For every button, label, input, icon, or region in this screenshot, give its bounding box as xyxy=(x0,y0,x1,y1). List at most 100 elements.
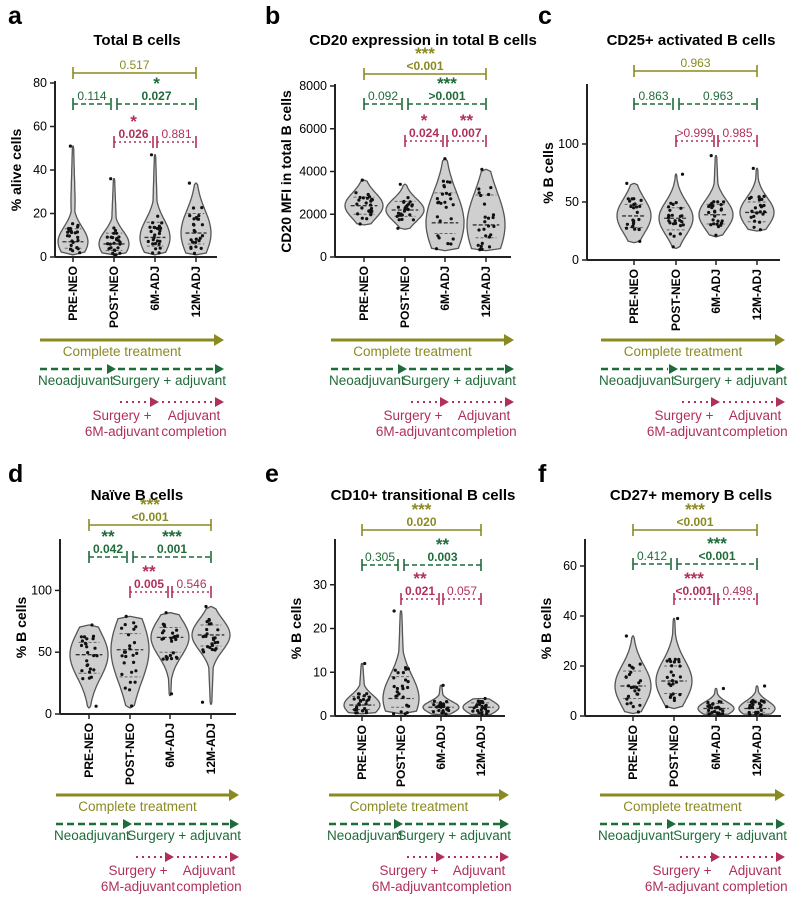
data-point xyxy=(200,206,204,210)
data-point xyxy=(440,192,445,196)
data-point xyxy=(71,222,75,226)
p-value: 0.881 xyxy=(161,127,191,141)
data-point xyxy=(80,639,84,643)
data-point xyxy=(479,193,483,198)
comparison-neo: <0.001*** xyxy=(676,534,758,570)
surgery-arrow-head xyxy=(711,852,720,862)
data-point xyxy=(216,640,220,644)
data-point xyxy=(404,667,408,671)
data-point xyxy=(395,214,399,218)
data-point xyxy=(94,704,98,708)
complete-arrow-head xyxy=(229,789,239,801)
p-value: <0.001 xyxy=(698,549,735,563)
data-point xyxy=(95,654,99,658)
data-point xyxy=(212,638,216,642)
data-point xyxy=(668,208,672,212)
surgery-adjuvant-label: Surgery + adjuvant xyxy=(673,828,787,843)
data-point xyxy=(407,704,411,708)
p-value: 0.020 xyxy=(406,515,436,529)
data-point xyxy=(400,684,404,688)
significance-stars: *** xyxy=(685,500,705,519)
y-axis-label: % B cells xyxy=(538,598,554,660)
violin-body xyxy=(344,179,384,226)
data-point xyxy=(443,157,447,161)
adjuvant-arrow-head xyxy=(505,364,514,374)
y-tick-label: 10 xyxy=(313,665,327,679)
comparison-neo: 0.412 xyxy=(632,549,672,570)
data-point xyxy=(194,237,198,241)
neoadjuvant-label: Neoadjuvant xyxy=(599,373,675,388)
data-point xyxy=(477,187,481,191)
p-value: <0.001 xyxy=(675,584,712,598)
data-point xyxy=(713,709,717,714)
data-point xyxy=(625,181,629,185)
data-point xyxy=(709,223,713,227)
data-point xyxy=(443,200,447,204)
data-point xyxy=(677,660,681,664)
data-point xyxy=(85,637,89,641)
neo-arrow-head xyxy=(669,364,678,374)
data-point xyxy=(713,706,718,710)
data-point xyxy=(216,628,220,632)
data-point xyxy=(109,177,113,181)
data-point xyxy=(635,210,639,214)
data-point xyxy=(442,184,446,188)
neoadjuvant-label: Neoadjuvant xyxy=(327,828,403,843)
data-point xyxy=(352,697,356,701)
data-point xyxy=(637,688,641,692)
data-point xyxy=(477,228,481,232)
y-tick-label: 100 xyxy=(558,137,579,151)
data-point xyxy=(475,703,479,707)
data-point xyxy=(112,226,116,230)
data-point xyxy=(439,201,443,205)
x-tick-label: 6M-ADJ xyxy=(438,266,452,311)
data-point xyxy=(146,239,150,244)
data-point xyxy=(477,191,481,195)
data-point xyxy=(360,709,365,713)
data-point xyxy=(369,203,373,207)
data-point xyxy=(757,195,761,199)
data-point xyxy=(708,712,712,716)
data-point xyxy=(480,700,484,704)
comparison-surgery: <0.001*** xyxy=(673,569,715,605)
data-point xyxy=(681,223,685,227)
p-value: 0.092 xyxy=(368,89,398,103)
data-point xyxy=(171,651,175,655)
adjuvant-completion-label: Adjuvant xyxy=(168,408,221,423)
data-point xyxy=(624,675,628,679)
violin-body xyxy=(422,684,460,716)
y-tick-label: 2000 xyxy=(299,207,327,221)
y-axis-label: % B cells xyxy=(540,142,556,204)
data-point xyxy=(106,242,110,246)
data-point xyxy=(398,182,402,186)
data-point xyxy=(707,708,711,713)
data-point xyxy=(486,224,491,228)
data-point xyxy=(170,639,174,643)
data-point xyxy=(674,680,679,684)
data-point xyxy=(192,251,197,255)
significance-stars: ** xyxy=(413,569,427,588)
data-point xyxy=(668,657,672,661)
comparison-neo: 0.001*** xyxy=(132,527,212,563)
data-point xyxy=(175,634,180,638)
violin-body xyxy=(698,154,734,238)
data-point xyxy=(208,645,212,650)
data-point xyxy=(667,205,671,209)
data-point xyxy=(111,236,115,240)
violin-POST-NEO xyxy=(655,616,693,710)
adjuvant-completion-label: Adjuvant xyxy=(729,408,782,423)
data-point xyxy=(162,624,167,628)
violin-body xyxy=(139,154,171,256)
data-point xyxy=(629,670,633,674)
data-point xyxy=(124,614,128,619)
significance-stars: ** xyxy=(101,527,115,546)
data-point xyxy=(71,240,75,244)
data-point xyxy=(360,206,364,210)
data-point xyxy=(706,704,710,708)
data-point xyxy=(625,697,629,701)
x-tick-label: PRE-NEO xyxy=(357,266,371,321)
data-point xyxy=(91,637,95,641)
y-tick-label: 4000 xyxy=(299,165,327,179)
y-tick-label: 100 xyxy=(31,583,52,597)
